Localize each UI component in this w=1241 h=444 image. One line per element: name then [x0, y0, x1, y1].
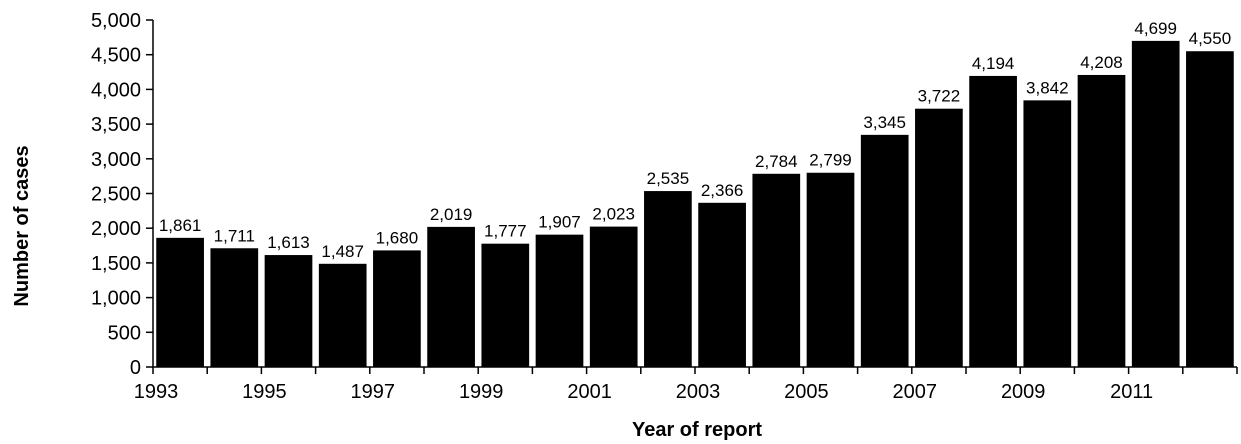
y-tick-label: 2,000	[91, 218, 141, 240]
bar-1998	[427, 226, 475, 367]
data-label-1999: 1,777	[484, 222, 527, 241]
data-label-2000: 1,907	[538, 213, 581, 232]
x-axis-title: Year of report	[632, 419, 762, 441]
bar-2010	[1077, 74, 1126, 368]
bar-1995	[264, 255, 313, 367]
x-tick-label: 2005	[784, 381, 829, 403]
x-axis: 1993 1995 1997 1999 2001 2003 2005 2007 2009 2011	[134, 367, 1238, 403]
data-label-2011: 4,699	[1134, 19, 1177, 38]
data-label-1997: 1,680	[376, 228, 419, 247]
x-tick-label: 2007	[893, 381, 938, 403]
bar-2011	[1131, 40, 1180, 367]
y-tick-label: 0	[130, 357, 141, 379]
data-label-2012: 4,550	[1189, 29, 1232, 48]
x-tick-label: 2009	[1001, 381, 1046, 403]
bar-2008	[969, 75, 1017, 367]
data-label-1995: 1,613	[267, 233, 310, 252]
y-tick-label: 5,000	[91, 10, 141, 32]
bar-2004	[752, 173, 801, 367]
bar-2009	[1023, 100, 1072, 367]
x-tick-label: 2011	[1110, 381, 1153, 403]
x-tick-label: 1999	[459, 381, 504, 403]
y-tick-label: 1,000	[91, 288, 141, 310]
data-label-2003: 2,366	[701, 181, 744, 200]
x-tick-label: 1997	[351, 381, 396, 403]
bar-2000	[535, 234, 584, 367]
data-label-1993: 1,861	[159, 216, 202, 235]
bar-2003	[698, 202, 746, 367]
x-tick-label: 2001	[567, 381, 612, 403]
data-label-1994: 1,711	[214, 226, 255, 245]
bar-1996	[318, 263, 367, 367]
y-axis-title: Number of cases	[11, 145, 33, 306]
y-tick-label: 1,500	[91, 253, 141, 275]
data-label-2006: 3,345	[863, 113, 906, 132]
data-label-2005: 2,799	[809, 151, 852, 170]
bars-group	[156, 40, 1234, 368]
bar-2005	[806, 172, 855, 367]
bar-2001	[589, 226, 638, 367]
data-label-1996: 1,487	[321, 242, 364, 261]
data-label-2001: 2,023	[592, 205, 635, 224]
data-label-2008: 4,194	[972, 54, 1015, 73]
bar-2006	[860, 134, 909, 367]
y-tick-label: 500	[108, 322, 141, 344]
bar-2002	[644, 191, 692, 367]
y-tick-label: 4,500	[91, 45, 141, 67]
bar-1993	[156, 237, 204, 367]
bar-2007	[915, 108, 963, 367]
y-tick-label: 3,000	[91, 149, 141, 171]
data-labels-group: 1,861 1,711 1,613 1,487 1,680 2,019 1,777 1,907…	[159, 19, 1231, 261]
bar-1994	[210, 248, 259, 367]
x-tick-label: 1995	[242, 381, 287, 403]
y-axis: 0 500 1,000 1,500 2,000 2,500 3,000 3,500 4,000 4…	[91, 10, 153, 379]
bar-1997	[373, 250, 421, 367]
data-label-2007: 3,722	[918, 87, 961, 106]
bar-2012	[1186, 51, 1234, 367]
data-label-1998: 2,019	[430, 205, 473, 224]
bar-1999	[481, 243, 530, 367]
data-label-2002: 2,535	[647, 169, 690, 188]
data-label-2010: 4,208	[1080, 53, 1123, 72]
y-tick-label: 4,000	[91, 79, 141, 101]
data-label-2004: 2,784	[755, 152, 798, 171]
data-label-2009: 3,842	[1026, 78, 1069, 97]
y-tick-label: 2,500	[91, 184, 141, 206]
x-tick-label: 1993	[134, 381, 179, 403]
y-tick-label: 3,500	[91, 114, 141, 136]
x-tick-label: 2003	[676, 381, 721, 403]
